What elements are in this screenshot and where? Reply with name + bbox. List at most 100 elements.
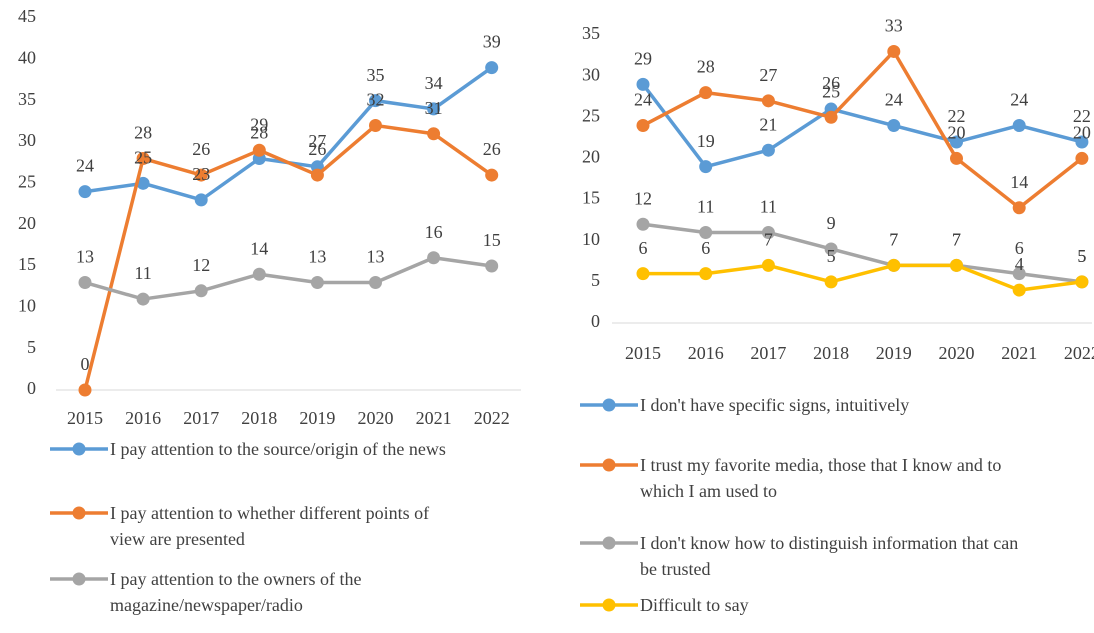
data-label: 12 <box>192 255 210 275</box>
data-label: 13 <box>76 247 94 267</box>
point <box>824 275 838 289</box>
y-tick-label: 5 <box>591 270 600 290</box>
series-line <box>641 83 1083 169</box>
data-label: 7 <box>889 230 898 250</box>
point <box>761 94 775 108</box>
data-label: 4 <box>1015 254 1024 274</box>
legend-item: Difficult to say <box>578 592 1038 618</box>
point <box>485 259 499 273</box>
x-tick-label: 2020 <box>939 343 975 363</box>
data-label: 20 <box>948 123 966 143</box>
data-label: 11 <box>697 197 714 217</box>
y-tick-label: 25 <box>582 105 600 125</box>
data-label: 5 <box>1077 246 1086 266</box>
point <box>485 61 499 75</box>
data-label: 39 <box>483 32 501 52</box>
data-label: 28 <box>697 57 715 77</box>
legend-swatch <box>580 458 638 472</box>
point <box>136 152 150 166</box>
series-line <box>642 222 1083 284</box>
data-label: 27 <box>308 131 326 151</box>
y-tick-label: 0 <box>27 378 36 398</box>
data-label: 7 <box>952 230 961 250</box>
legend-marker <box>72 442 86 456</box>
point <box>699 225 713 239</box>
series-line <box>83 123 493 391</box>
data-label: 6 <box>1015 238 1024 258</box>
point <box>887 258 901 272</box>
point <box>636 267 650 281</box>
data-label: 14 <box>250 238 268 258</box>
point <box>699 160 713 174</box>
data-label: 24 <box>885 90 903 110</box>
legend-item: I pay attention to the source/origin of … <box>48 436 468 462</box>
data-label: 34 <box>425 73 443 93</box>
y-tick-label: 35 <box>18 89 36 109</box>
point <box>950 151 963 165</box>
y-tick-label: 40 <box>18 47 36 67</box>
x-tick-label: 2018 <box>813 343 849 363</box>
legend-item: I pay attention to whether different poi… <box>48 500 468 552</box>
legend-label: I pay attention to the owners of the mag… <box>110 569 362 615</box>
y-tick-label: 15 <box>18 254 36 274</box>
legend-item: I don't have specific signs, intuitively <box>578 392 1038 418</box>
data-label: 7 <box>952 230 961 250</box>
legend-item: I trust my favorite media, those that I … <box>578 452 1038 504</box>
data-label: 26 <box>483 139 501 159</box>
point <box>824 110 838 124</box>
legend-marker <box>602 598 616 612</box>
data-label: 7 <box>889 230 898 250</box>
point <box>194 168 208 182</box>
data-label: 6 <box>701 238 710 258</box>
point <box>136 292 150 306</box>
data-label: 0 <box>81 354 90 374</box>
point <box>1075 275 1089 289</box>
series-line <box>642 49 1083 210</box>
legend-swatch <box>50 506 108 520</box>
data-label: 24 <box>76 156 94 176</box>
data-label: 6 <box>639 238 648 258</box>
point <box>761 258 775 272</box>
x-tick-label: 2019 <box>876 343 912 363</box>
x-tick-label: 2017 <box>183 408 219 428</box>
data-label: 22 <box>1073 106 1091 126</box>
data-label: 20 <box>1073 123 1091 143</box>
point <box>1012 119 1026 133</box>
y-tick-label: 0 <box>591 311 600 331</box>
point <box>699 86 713 100</box>
data-label: 13 <box>367 247 385 267</box>
point <box>78 276 92 290</box>
y-tick-label: 20 <box>18 213 36 233</box>
y-tick-label: 10 <box>18 295 36 315</box>
point <box>699 267 713 281</box>
data-label: 24 <box>1010 90 1028 110</box>
data-label: 21 <box>759 114 777 134</box>
point <box>485 168 499 182</box>
data-label: 24 <box>634 90 652 110</box>
point <box>252 143 266 157</box>
point <box>950 258 963 272</box>
data-label: 32 <box>367 90 385 110</box>
data-label: 35 <box>367 65 385 85</box>
point <box>1012 283 1026 297</box>
legend-marker <box>72 506 86 520</box>
legend-marker <box>602 458 616 472</box>
data-label: 5 <box>1077 246 1086 266</box>
point <box>427 102 441 116</box>
x-tick-label: 2018 <box>241 408 277 428</box>
data-label: 29 <box>250 114 268 134</box>
point <box>824 242 838 256</box>
legend-item: I don't know how to distinguish informat… <box>578 530 1038 582</box>
point <box>427 251 441 265</box>
data-label: 28 <box>134 123 152 143</box>
point <box>78 185 92 199</box>
data-label: 9 <box>827 213 836 233</box>
legend-label: I trust my favorite media, those that I … <box>640 455 1002 501</box>
x-tick-label: 2015 <box>625 343 661 363</box>
y-tick-label: 25 <box>18 171 36 191</box>
point <box>194 284 208 298</box>
point <box>1075 151 1089 165</box>
data-label: 12 <box>634 188 652 208</box>
point <box>310 168 324 182</box>
